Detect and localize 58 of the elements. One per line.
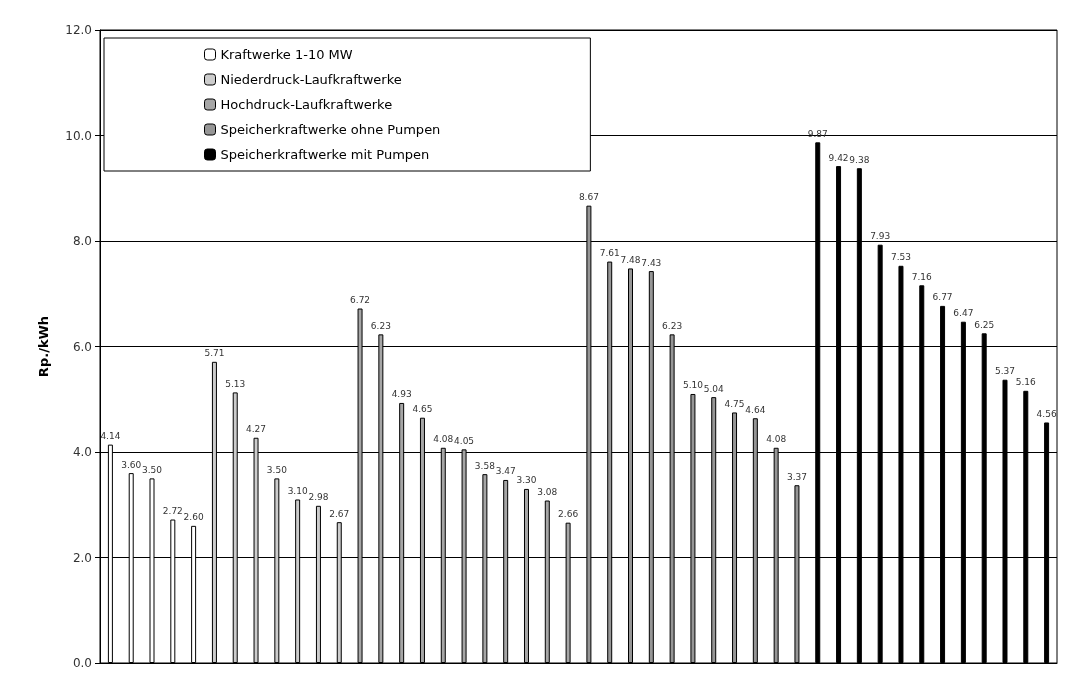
- y-tick-label: 0.0: [72, 656, 92, 670]
- data-label: 2.67: [329, 508, 350, 519]
- data-label: 4.08: [766, 434, 787, 445]
- data-label: 7.16: [911, 271, 933, 282]
- data-label: 7.93: [870, 231, 891, 242]
- data-label: 4.65: [412, 404, 433, 415]
- data-label: 4.64: [745, 404, 766, 415]
- data-label: 3.08: [537, 487, 558, 498]
- data-label: 5.37: [994, 366, 1016, 377]
- data-label: 4.75: [724, 398, 745, 409]
- y-tick-label: 12.0: [65, 23, 92, 37]
- data-label: 4.27: [246, 424, 267, 435]
- data-label: 6.72: [350, 295, 371, 306]
- data-label: 7.43: [641, 257, 662, 268]
- data-label: 3.50: [141, 464, 163, 475]
- y-tick-label: 10.0: [65, 128, 92, 143]
- legend-label: Niederdruck-Laufkraftwerke: [220, 72, 402, 87]
- legend-label: Speicherkraftwerke ohne Pumpen: [220, 122, 441, 137]
- data-label: 5.10: [682, 380, 704, 391]
- data-label: 3.30: [516, 475, 537, 486]
- legend-label: Kraftwerke 1-10 MW: [220, 47, 353, 62]
- data-label: 2.60: [183, 512, 204, 523]
- data-label: 7.48: [620, 254, 641, 265]
- data-label: 4.05: [454, 435, 475, 446]
- data-label: 5.04: [703, 383, 725, 394]
- data-label: 6.23: [662, 320, 683, 331]
- data-label: 5.16: [1015, 377, 1037, 388]
- data-label: 5.71: [204, 348, 225, 359]
- data-label: 6.25: [974, 319, 995, 330]
- legend-label: Hochdruck-Laufkraftwerke: [220, 97, 393, 112]
- data-label: 2.72: [162, 506, 183, 517]
- data-label: 3.58: [474, 460, 496, 471]
- data-label: 3.47: [495, 466, 516, 477]
- legend-label: Speicherkraftwerke mit Pumpen: [220, 147, 430, 162]
- data-label: 9.42: [828, 152, 849, 163]
- y-tick-label: 6.0: [72, 339, 92, 354]
- data-label: 4.56: [1036, 408, 1057, 419]
- data-label: 6.77: [932, 292, 953, 303]
- data-label: 4.93: [391, 389, 412, 400]
- data-label: 6.47: [953, 308, 974, 319]
- data-label: 2.66: [558, 509, 579, 520]
- y-tick-label: 8.0: [72, 234, 92, 248]
- data-label: 5.13: [225, 378, 246, 389]
- data-label: 3.60: [121, 459, 142, 470]
- data-label: 3.50: [266, 464, 288, 475]
- data-label: 4.08: [433, 434, 454, 445]
- data-label: 3.10: [287, 485, 308, 496]
- data-label: 7.53: [890, 252, 911, 263]
- data-label: 6.23: [370, 320, 391, 331]
- data-label: 2.98: [308, 492, 329, 503]
- data-label: 3.37: [786, 471, 807, 482]
- y-tick-label: 4.0: [72, 445, 92, 459]
- y-tick-label: 2.0: [72, 550, 92, 565]
- data-label: 8.67: [578, 192, 599, 203]
- data-label: 9.38: [849, 154, 870, 165]
- data-label: 7.61: [599, 248, 620, 259]
- data-label: 4.14: [100, 431, 121, 442]
- y-axis-title: Rp./kWh: [36, 315, 51, 378]
